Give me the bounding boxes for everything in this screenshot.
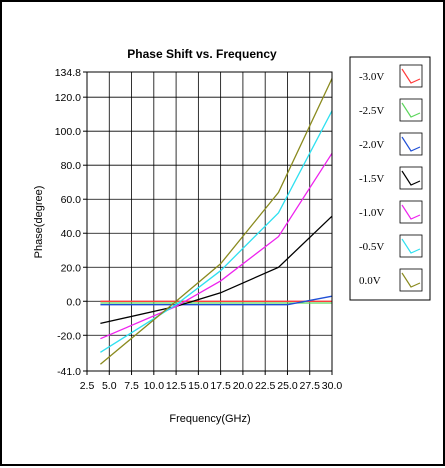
x-tick-label: 20.0 — [233, 380, 254, 392]
x-axis-label: Frequency(GHz) — [169, 413, 250, 425]
legend-swatch-box — [399, 268, 423, 292]
x-tick-label: 22.5 — [255, 380, 276, 392]
x-tick-label: 30.0 — [322, 380, 343, 392]
y-tick-label: 134.8 — [55, 67, 81, 79]
series-line-2 — [100, 295, 333, 306]
x-tick-label: 10.0 — [144, 380, 165, 392]
series-line-5 — [100, 110, 333, 353]
x-tick-label: 25.0 — [277, 380, 298, 392]
legend-swatch-line — [401, 238, 421, 254]
x-tick-label: 15.0 — [188, 380, 209, 392]
y-tick-label: 80.0 — [61, 160, 82, 172]
series-line-3 — [100, 215, 333, 325]
y-tick-label: -20.0 — [57, 330, 81, 342]
legend-swatch-line — [401, 204, 421, 220]
x-tick-label: 17.5 — [210, 380, 231, 392]
grid — [86, 71, 333, 372]
legend-swatch-box — [399, 98, 423, 122]
legend-entries: -3.0V -2.5V -2.0V -1.5V -1.0V -0.5V 0.0V — [359, 64, 423, 292]
legend-label: -0.5V — [359, 241, 384, 253]
x-tick-label: 7.5 — [124, 380, 139, 392]
y-tick-label: 120.0 — [55, 92, 81, 104]
legend-swatch-line — [401, 102, 421, 118]
y-axis-ticks: 134.8 120.0 100.0 80.0 60.0 40.0 20.0 0.0 -20.0 -… — [55, 67, 87, 378]
series-line-6 — [99, 78, 333, 365]
legend-label: -1.0V — [359, 207, 384, 219]
legend-label: -2.0V — [359, 139, 384, 151]
legend-swatch-box — [399, 64, 423, 88]
y-tick-label: 40.0 — [61, 228, 82, 240]
legend-label: -1.5V — [359, 173, 384, 185]
y-tick-label: 100.0 — [55, 126, 81, 138]
series-lines — [99, 78, 333, 365]
legend-swatch-line — [401, 170, 421, 186]
chart-title: Phase Shift vs. Frequency — [127, 47, 277, 61]
x-tick-label: 5.0 — [102, 380, 117, 392]
y-tick-label: 0.0 — [66, 296, 81, 308]
legend-swatch-box — [399, 166, 423, 190]
legend-swatch-line — [401, 68, 421, 84]
x-tick-label: 12.5 — [166, 380, 187, 392]
legend-label: 0.0V — [359, 275, 381, 287]
y-tick-label: -41.0 — [57, 366, 81, 378]
plot-area-border — [86, 71, 333, 372]
legend-swatch-line — [401, 272, 421, 288]
legend-swatch-box — [399, 132, 423, 156]
legend-swatch-box — [399, 200, 423, 224]
y-axis-label: Phase(degree) — [33, 186, 45, 259]
x-tick-label: 2.5 — [80, 380, 95, 392]
series-line-4 — [100, 152, 333, 340]
legend-label: -2.5V — [359, 105, 384, 117]
legend-swatch-box — [399, 234, 423, 258]
x-tick-label: 27.5 — [300, 380, 321, 392]
y-tick-label: 60.0 — [61, 194, 82, 206]
legend-label: -3.0V — [359, 71, 384, 83]
legend-swatch-line — [401, 136, 421, 152]
x-axis-ticks: 2.5 5.0 7.5 10.0 12.5 15.0 17.5 20.0 22.5 25.0 27.… — [80, 371, 343, 392]
y-tick-label: 20.0 — [61, 262, 82, 274]
